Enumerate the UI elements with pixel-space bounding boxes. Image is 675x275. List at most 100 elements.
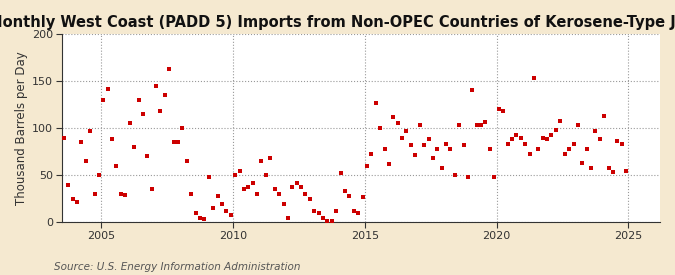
Point [516, 135, 526, 140]
Point [458, 143, 469, 147]
Point [595, 137, 605, 142]
Point [599, 114, 610, 118]
Point [497, 109, 508, 113]
Point [138, 112, 148, 116]
Point [225, 213, 236, 217]
Point [146, 187, 157, 192]
Point [559, 152, 570, 156]
Point [489, 175, 500, 179]
Point [203, 175, 214, 179]
Point [502, 142, 513, 146]
Point [199, 216, 210, 221]
Point [568, 142, 579, 146]
Point [72, 199, 82, 204]
Point [542, 137, 553, 142]
Point [177, 126, 188, 130]
Point [577, 161, 588, 165]
Point [414, 123, 425, 128]
Point [142, 154, 153, 159]
Point [265, 156, 276, 161]
Point [168, 140, 179, 145]
Point [278, 201, 289, 206]
Point [107, 137, 117, 142]
Point [362, 164, 373, 168]
Point [327, 219, 338, 224]
Point [151, 84, 161, 88]
Point [256, 159, 267, 163]
Point [331, 209, 342, 213]
Point [212, 194, 223, 198]
Point [564, 147, 574, 151]
Point [608, 170, 618, 175]
Point [261, 173, 271, 177]
Point [616, 142, 627, 146]
Point [555, 119, 566, 123]
Point [506, 137, 517, 142]
Point [546, 133, 557, 137]
Point [423, 137, 434, 142]
Point [427, 156, 438, 161]
Point [186, 192, 196, 196]
Point [292, 181, 302, 185]
Point [357, 195, 368, 199]
Point [68, 197, 78, 201]
Point [133, 98, 144, 102]
Point [485, 147, 495, 151]
Point [98, 98, 109, 102]
Point [462, 175, 473, 179]
Point [436, 166, 447, 170]
Point [432, 147, 443, 151]
Point [313, 211, 324, 215]
Point [54, 126, 65, 130]
Point [406, 143, 416, 147]
Point [529, 76, 539, 80]
Point [221, 209, 232, 213]
Point [366, 152, 377, 156]
Point [282, 216, 293, 220]
Point [533, 147, 543, 151]
Text: Source: U.S. Energy Information Administration: Source: U.S. Energy Information Administ… [54, 262, 300, 272]
Point [269, 187, 280, 192]
Point [585, 166, 596, 170]
Point [234, 168, 245, 173]
Point [480, 119, 491, 124]
Point [296, 185, 306, 189]
Point [603, 166, 614, 170]
Point [590, 129, 601, 133]
Point [76, 140, 87, 145]
Point [511, 133, 522, 137]
Y-axis label: Thousand Barrels per Day: Thousand Barrels per Day [15, 51, 28, 205]
Point [103, 86, 113, 91]
Point [445, 147, 456, 151]
Point [621, 168, 632, 173]
Point [476, 123, 487, 128]
Point [371, 101, 381, 105]
Point [537, 135, 548, 140]
Point [418, 143, 429, 147]
Point [524, 152, 535, 156]
Point [300, 192, 311, 196]
Point [230, 173, 240, 177]
Point [273, 192, 284, 196]
Point [84, 129, 95, 133]
Point [155, 109, 166, 113]
Point [287, 185, 298, 189]
Point [383, 162, 394, 166]
Point [612, 139, 623, 144]
Point [572, 123, 583, 128]
Point [111, 164, 122, 168]
Point [115, 192, 126, 196]
Point [239, 187, 250, 192]
Point [124, 121, 135, 126]
Point [454, 123, 464, 128]
Point [129, 145, 140, 149]
Point [80, 159, 91, 163]
Point [348, 209, 359, 213]
Point [581, 147, 592, 151]
Point [159, 93, 170, 97]
Point [551, 128, 562, 132]
Point [441, 142, 452, 146]
Point [308, 209, 319, 213]
Point [164, 67, 175, 71]
Point [397, 135, 408, 140]
